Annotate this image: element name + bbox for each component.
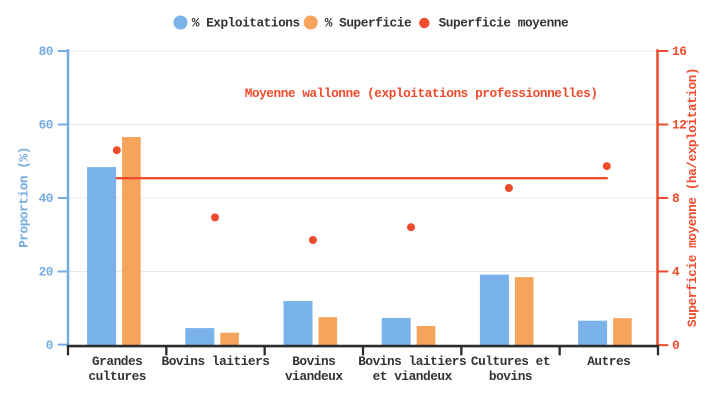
svg-text:Bovins: Bovins [292,354,335,369]
svg-text:16: 16 [672,44,686,59]
svg-text:% Superficie: % Superficie [325,16,412,31]
svg-text:Superficie moyenne: Superficie moyenne [439,16,569,31]
svg-text:0: 0 [672,338,679,353]
svg-text:60: 60 [39,118,53,133]
svg-text:Moyenne wallonne (exploitation: Moyenne wallonne (exploitations professi… [245,86,598,101]
svg-text:Autres: Autres [587,354,630,369]
svg-text:Proportion (%): Proportion (%) [17,147,32,248]
svg-text:Grandes: Grandes [92,354,142,369]
svg-text:40: 40 [39,191,53,206]
svg-text:bovins: bovins [489,369,532,384]
svg-text:viandeux: viandeux [285,369,343,384]
svg-text:et viandeux: et viandeux [373,369,453,384]
svg-text:Bovins laitiers: Bovins laitiers [358,354,466,369]
svg-text:cultures: cultures [88,369,146,384]
svg-text:Superficie moyenne (ha/exploit: Superficie moyenne (ha/exploitation) [685,68,700,327]
svg-text:80: 80 [39,44,53,59]
svg-text:4: 4 [672,265,680,280]
svg-text:Cultures et: Cultures et [471,354,550,369]
svg-text:Bovins laitiers: Bovins laitiers [162,354,270,369]
svg-text:% Exploitations: % Exploitations [192,16,300,31]
svg-text:8: 8 [672,191,679,206]
svg-text:20: 20 [39,265,53,280]
svg-text:12: 12 [672,118,686,133]
svg-text:0: 0 [46,338,53,353]
